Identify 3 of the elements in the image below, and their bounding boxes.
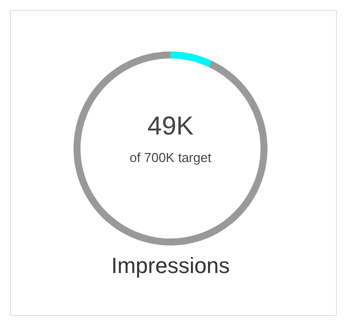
text: Impressions — [111, 253, 230, 278]
text: of 700K target — [130, 150, 212, 165]
text: 49K — [147, 110, 194, 140]
